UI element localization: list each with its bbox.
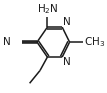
Text: N: N <box>63 57 71 67</box>
Text: N: N <box>63 17 71 27</box>
Text: CH$_3$: CH$_3$ <box>84 35 105 49</box>
Text: N: N <box>3 37 11 47</box>
Text: H$_2$N: H$_2$N <box>37 2 58 16</box>
